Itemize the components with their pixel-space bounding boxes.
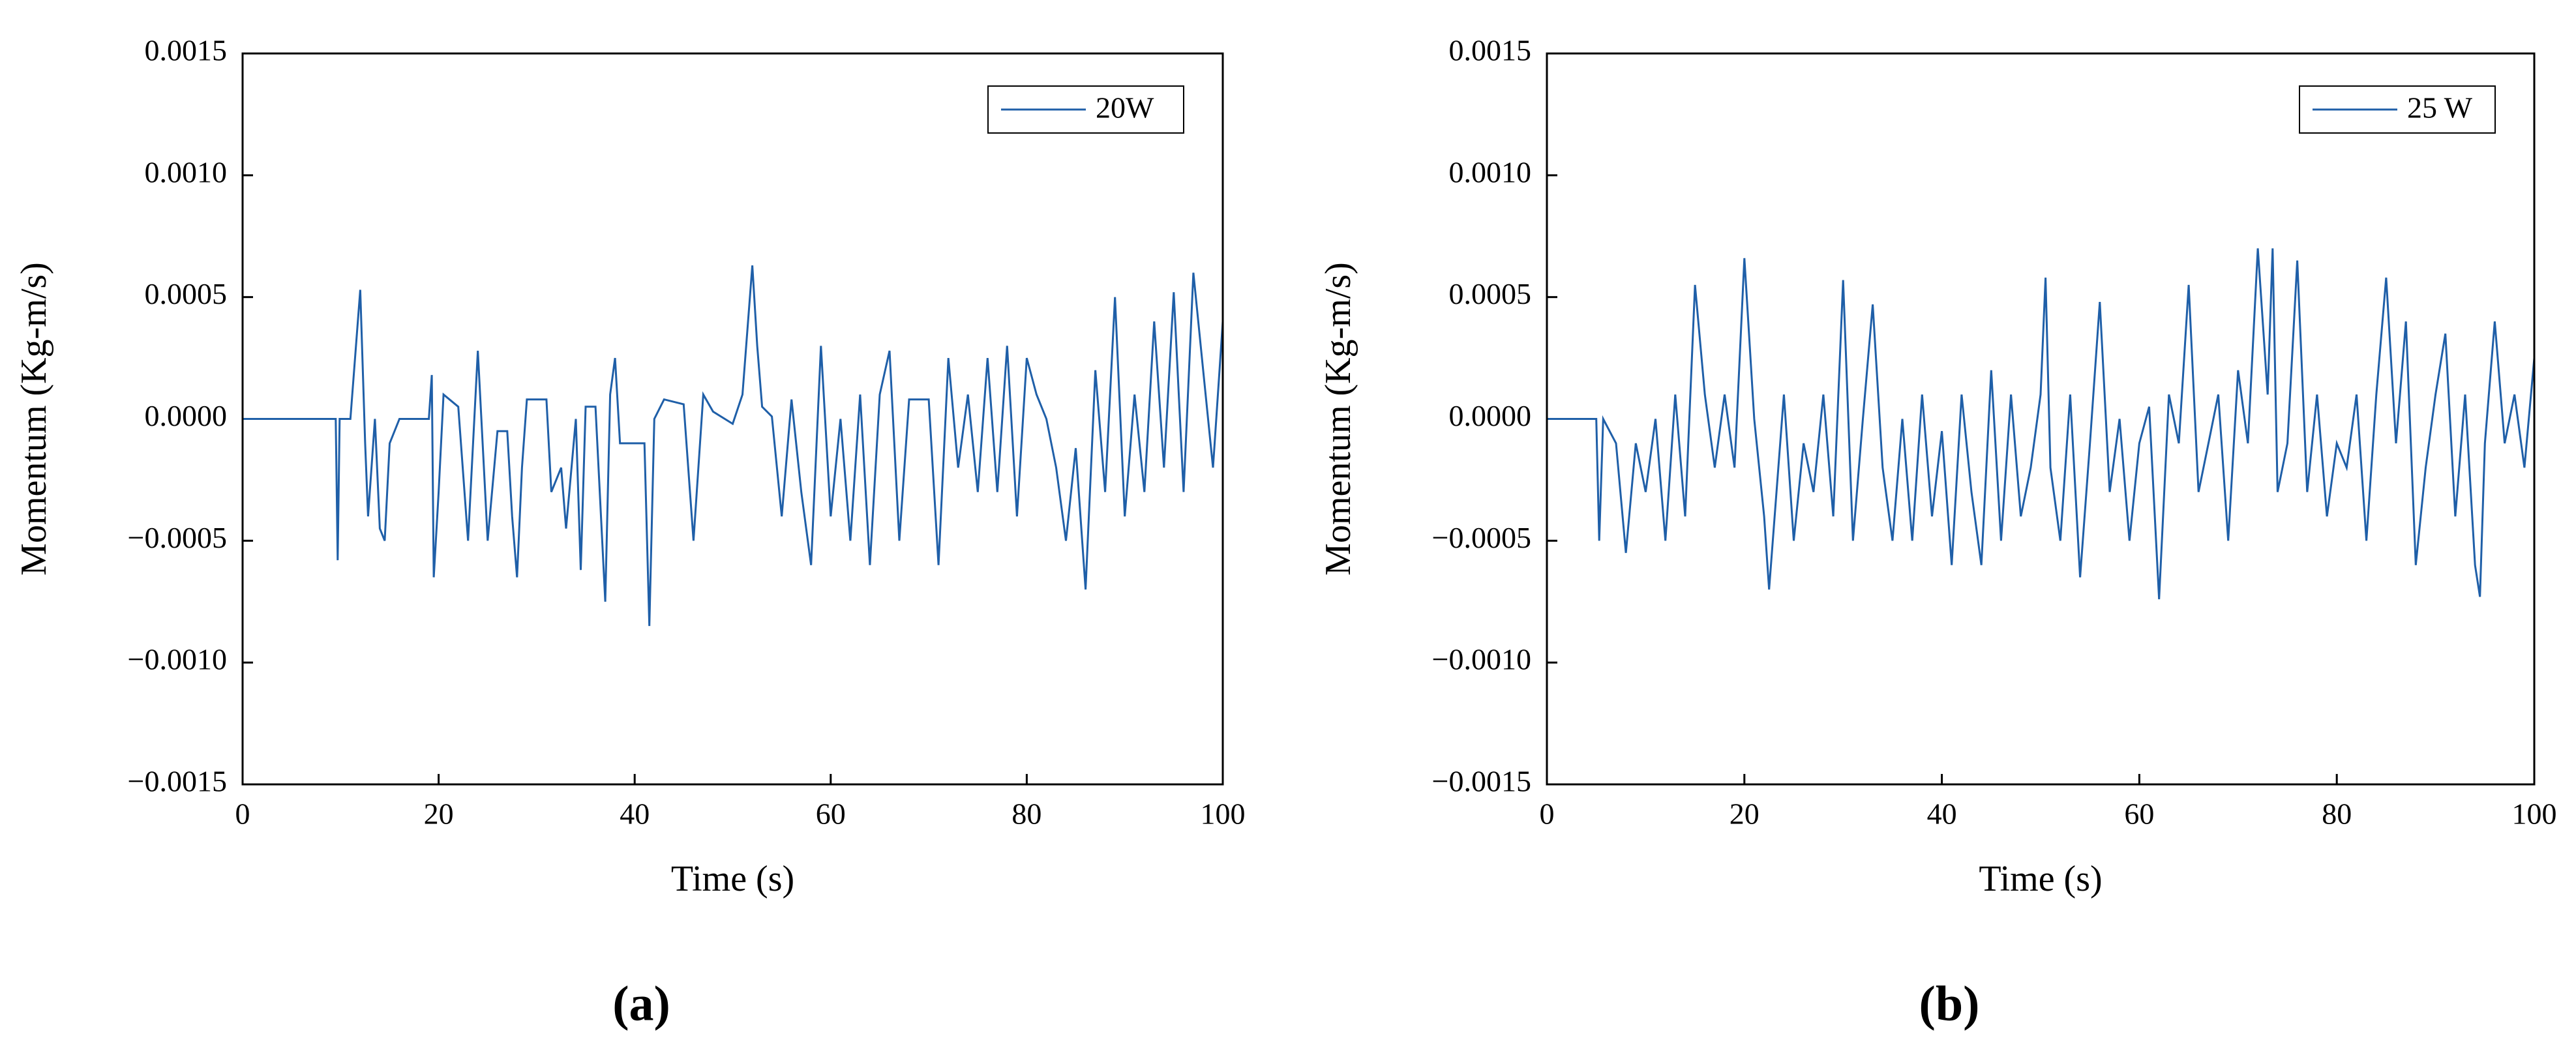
y-tick-label: 0.0005 — [145, 277, 228, 310]
y-tick-label: 0.0010 — [145, 155, 228, 188]
y-tick-label: 0.0015 — [1449, 34, 1532, 67]
y-tick-label: 0.0000 — [145, 399, 228, 432]
y-tick-label: 0.0010 — [1449, 155, 1532, 188]
x-tick-label: 0 — [235, 797, 250, 831]
legend-label: 25 W — [2407, 91, 2473, 125]
y-tick-label: −0.0005 — [128, 521, 227, 554]
x-tick-label: 20 — [424, 797, 454, 831]
x-tick-label: 0 — [1540, 797, 1555, 831]
legend-label: 20W — [1096, 91, 1154, 125]
plot-frame — [241, 52, 1224, 786]
y-axis-title: Momentum (Kg-m/s) — [1318, 262, 1358, 576]
y-tick-label: 0.0005 — [1449, 277, 1532, 310]
x-tick-label: 40 — [1927, 797, 1957, 831]
y-tick-label: −0.0010 — [128, 643, 227, 676]
data-line — [243, 265, 1224, 627]
y-tick-label: −0.0015 — [128, 765, 227, 798]
x-tick-label: 60 — [2124, 797, 2154, 831]
panel-label: (a) — [612, 976, 670, 1031]
y-tick-label: −0.0015 — [1432, 765, 1531, 798]
panel: −0.0015 −0.0010 −0.0005 0.0000 0.0005 0.0010 0… — [14, 34, 1246, 1031]
y-tick-label: 0.0015 — [145, 34, 228, 67]
y-tick-label: 0.0000 — [1449, 399, 1532, 432]
x-axis-title: Time (s) — [671, 859, 794, 899]
x-tick-label: 20 — [1730, 797, 1760, 831]
data-line — [1547, 248, 2536, 600]
x-tick-label: 40 — [620, 797, 650, 831]
x-tick-label: 80 — [1011, 797, 1041, 831]
x-tick-label: 100 — [2512, 797, 2557, 831]
panel-label: (b) — [1919, 976, 1980, 1031]
y-tick-label: −0.0010 — [1432, 643, 1531, 676]
x-tick-label: 60 — [816, 797, 846, 831]
y-axis-title: Momentum (Kg-m/s) — [14, 262, 54, 576]
x-tick-label: 100 — [1201, 797, 1246, 831]
panel: −0.0015 −0.0010 −0.0005 0.0000 0.0005 0.0010 0… — [1318, 34, 2557, 1031]
x-axis-title: Time (s) — [1979, 859, 2102, 899]
x-tick-label: 80 — [2322, 797, 2352, 831]
y-tick-label: −0.0005 — [1432, 521, 1531, 554]
plot-frame — [1546, 52, 2536, 786]
